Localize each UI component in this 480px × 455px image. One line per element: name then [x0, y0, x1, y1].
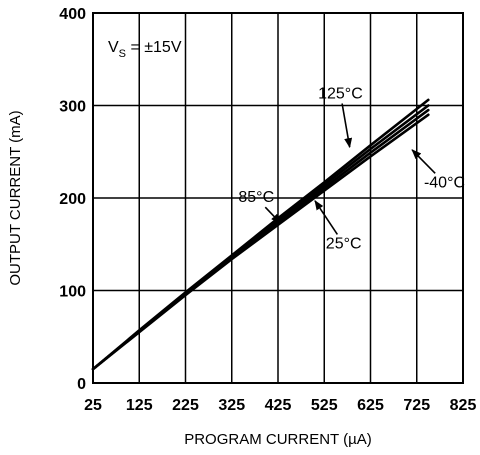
x-tick-label: 125	[126, 397, 153, 414]
annotation-arrow--40c	[411, 149, 436, 174]
x-tick-label: 425	[265, 397, 292, 414]
condition-rest: = ±15V	[126, 39, 182, 56]
annotations: 125°C -40°C 85°C 25°C	[238, 86, 465, 253]
x-tick-label: 25	[84, 397, 102, 414]
x-tick-label: 225	[172, 397, 199, 414]
condition-label: VS = ±15V	[108, 39, 182, 60]
y-axis-title: OUTPUT CURRENT (mA)	[7, 110, 24, 285]
annotation-label-125c: 125°C	[318, 86, 363, 103]
condition-sub: S	[119, 48, 126, 60]
y-tick-label: 300	[59, 99, 86, 116]
annotation-label-85c: 85°C	[238, 189, 274, 206]
grid	[92, 12, 464, 384]
y-tick-label: 200	[59, 191, 86, 208]
annotation-arrow-25c	[314, 199, 339, 235]
annotation-arrow-125c	[341, 103, 353, 149]
x-tick-label: 325	[218, 397, 245, 414]
series-lines	[91, 98, 430, 371]
x-axis-title: PROGRAM CURRENT (µA)	[184, 431, 372, 448]
x-tick-label: 625	[357, 397, 384, 414]
x-tick-label: 825	[450, 397, 477, 414]
x-tick-label: 725	[403, 397, 430, 414]
y-tick-label: 0	[77, 376, 86, 393]
y-tick-label: 100	[59, 284, 86, 301]
condition-main: V	[108, 39, 119, 56]
annotation-label-25c: 25°C	[326, 235, 362, 252]
x-tick-label: 525	[311, 397, 338, 414]
series-line--40c	[91, 113, 430, 371]
annotation-arrow-85c	[264, 206, 282, 224]
y-tick-labels: 0 100 200 300 400	[59, 6, 86, 393]
y-tick-label: 400	[59, 6, 86, 23]
plot-frame	[92, 12, 464, 384]
x-tick-labels: 25 125 225 325 425 525 625 725 825	[84, 397, 476, 414]
annotation-label--40c: -40°C	[424, 174, 465, 191]
